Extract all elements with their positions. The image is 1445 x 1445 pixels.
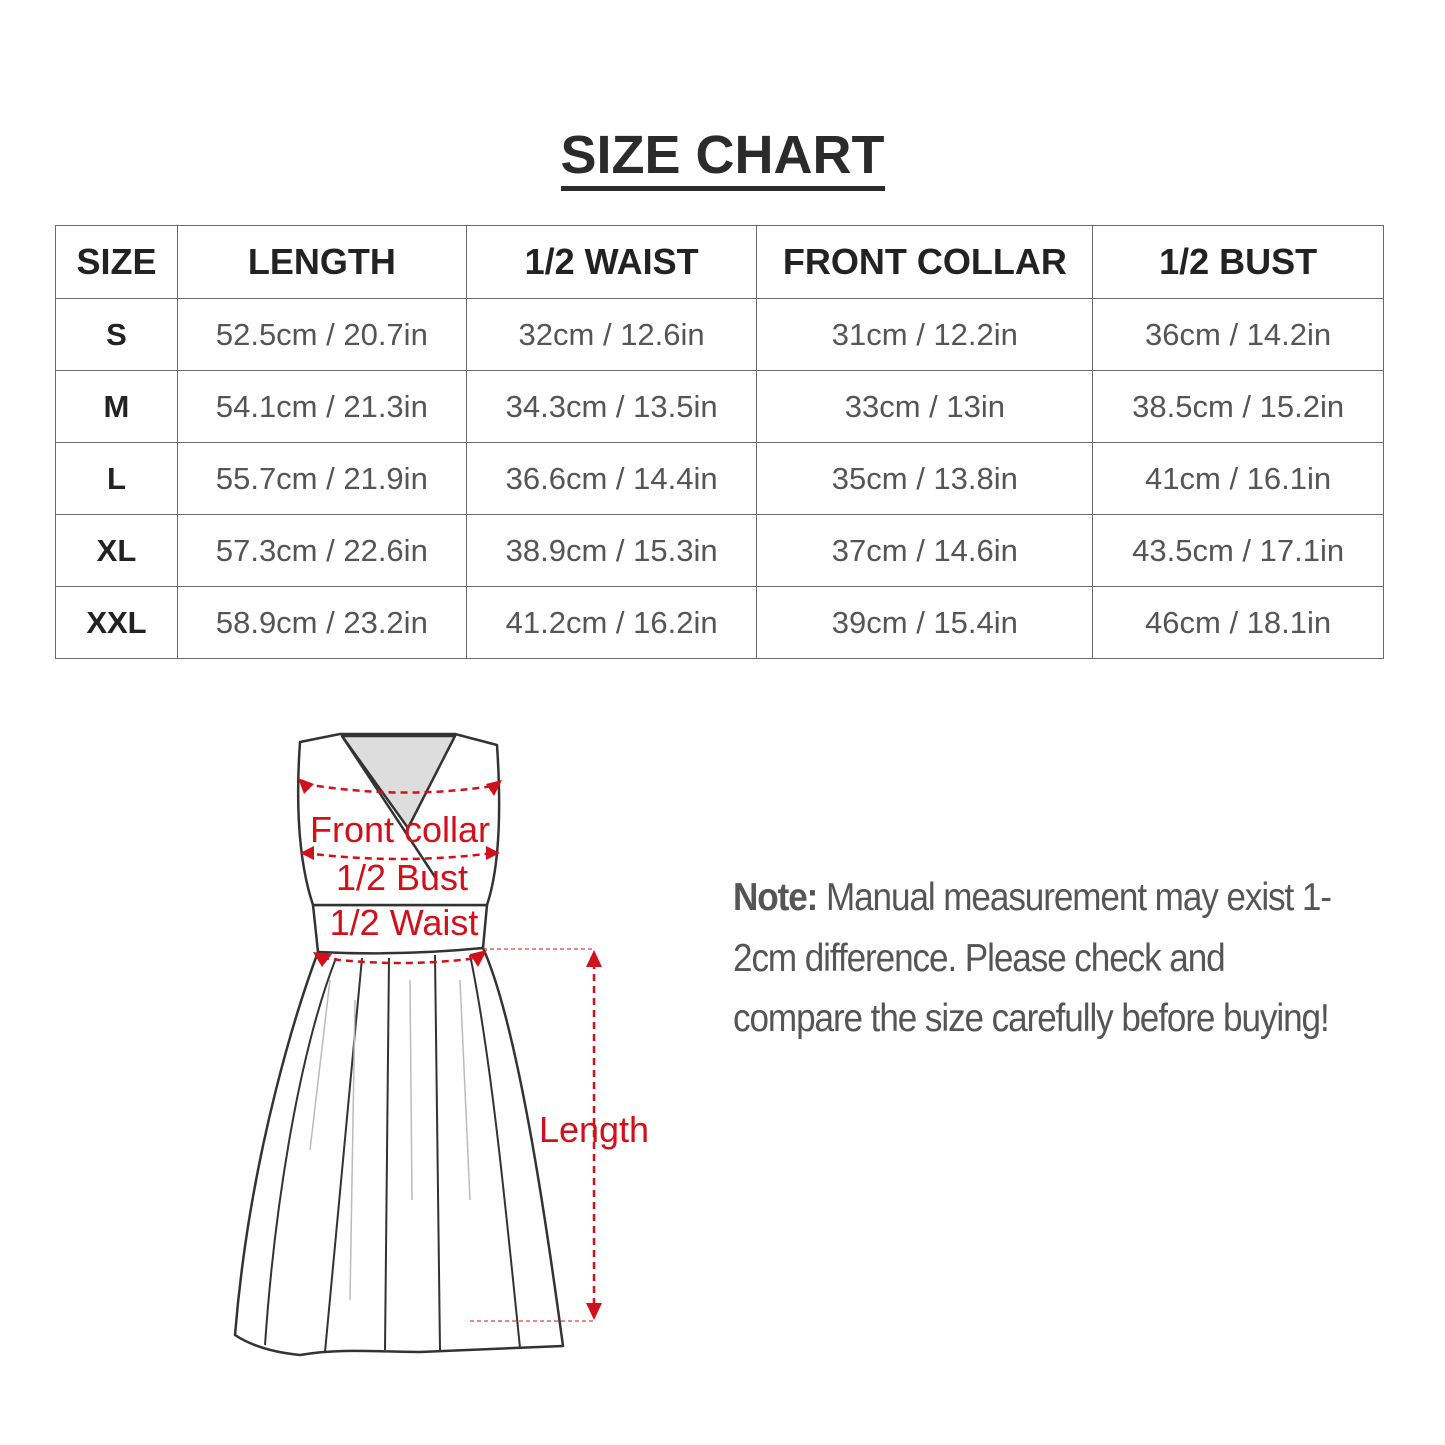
measurement-cell: 39cm / 15.4in <box>756 586 1094 659</box>
bust-label: 1/2 Bust <box>336 857 468 898</box>
column-header: 1/2 BUST <box>1092 225 1384 299</box>
measurement-cell: 57.3cm / 22.6in <box>176 514 467 587</box>
note-label: Note: <box>733 876 818 919</box>
column-header: SIZE <box>55 225 178 299</box>
measurement-cell: 55.7cm / 21.9in <box>176 442 467 515</box>
dress-neckline <box>340 734 457 830</box>
page-title: SIZE CHART <box>0 124 1445 191</box>
measurement-cell: 37cm / 14.6in <box>756 514 1094 587</box>
column-header: 1/2 WAIST <box>465 225 758 299</box>
column-header: LENGTH <box>176 225 467 299</box>
size-cell: M <box>55 370 178 443</box>
size-table: SIZE LENGTH 1/2 WAIST FRONT COLLAR 1/2 BUST … <box>55 225 1384 659</box>
measurement-cell: 38.9cm / 15.3in <box>465 514 758 587</box>
measurement-note: Note: Manual measurement may exist 1-2cm… <box>733 868 1354 1050</box>
column-header: FRONT COLLAR <box>756 225 1094 299</box>
measurement-cell: 32cm / 12.6in <box>465 298 758 371</box>
measurement-cell: 36cm / 14.2in <box>1092 298 1384 371</box>
length-label: Length <box>539 1109 649 1150</box>
measurement-cell: 34.3cm / 13.5in <box>465 370 758 443</box>
waist-label: 1/2 Waist <box>330 902 479 943</box>
measurement-cell: 36.6cm / 14.4in <box>465 442 758 515</box>
table-row: XXL 58.9cm / 23.2in 41.2cm / 16.2in 39cm / … <box>55 586 1384 659</box>
measurement-cell: 38.5cm / 15.2in <box>1092 370 1384 443</box>
size-cell: L <box>55 442 178 515</box>
table-header-row: SIZE LENGTH 1/2 WAIST FRONT COLLAR 1/2 BUST <box>55 225 1384 299</box>
measurement-cell: 41.2cm / 16.2in <box>465 586 758 659</box>
dress-waistband <box>311 903 489 955</box>
size-cell: XXL <box>55 586 178 659</box>
note-text: Manual measurement may exist 1-2cm diffe… <box>733 876 1332 1040</box>
table-row: S 52.5cm / 20.7in 32cm / 12.6in 31cm / 12.2… <box>55 298 1384 371</box>
measurement-cell: 46cm / 18.1in <box>1092 586 1384 659</box>
dress-bodice <box>296 732 501 907</box>
measurement-cell: 31cm / 12.2in <box>756 298 1094 371</box>
dress-skirt <box>233 946 565 1357</box>
front-collar-label: Front collar <box>310 809 490 850</box>
measurement-cell: 35cm / 13.8in <box>756 442 1094 515</box>
measurement-cell: 33cm / 13in <box>756 370 1094 443</box>
size-cell: XL <box>55 514 178 587</box>
measurement-cell: 58.9cm / 23.2in <box>176 586 467 659</box>
